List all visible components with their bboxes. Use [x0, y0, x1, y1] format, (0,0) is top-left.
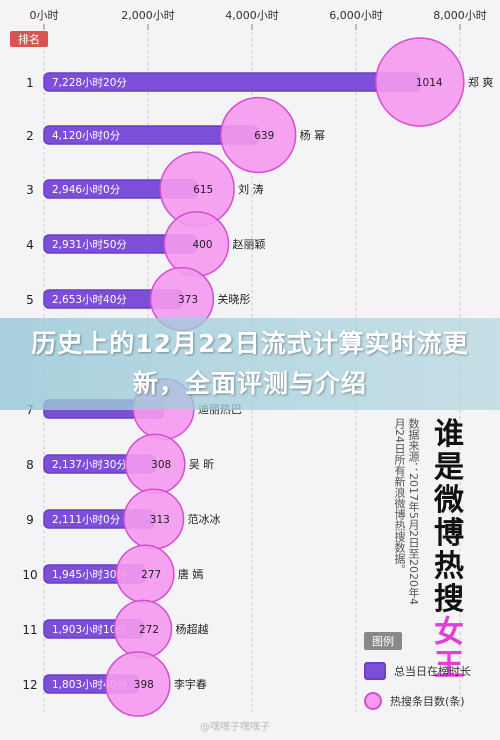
side-title-accent: 女王	[434, 615, 464, 683]
rank-header-bg	[10, 31, 48, 47]
rank-label: 8	[26, 458, 34, 472]
x-tick-label: 4,000小时	[225, 9, 279, 22]
name-label: 李宇春	[174, 677, 207, 691]
legend-item-count: 热搜条目数(条)	[364, 692, 494, 710]
name-label: 刘 涛	[238, 182, 263, 196]
rank-label: 2	[26, 129, 34, 143]
rank-label: 10	[22, 568, 37, 582]
legend-label-count: 热搜条目数(条)	[390, 695, 465, 708]
name-label: 杨超越	[176, 622, 209, 636]
legend-bar-swatch	[364, 662, 386, 680]
side-title-main: 谁是微博热搜	[434, 417, 464, 617]
bar-value-label: 2,137小时30分	[52, 459, 127, 471]
bar-value-label: 2,946小时0分	[52, 184, 121, 196]
bar-value-label: 4,120小时0分	[52, 130, 121, 142]
watermark: @嘿嘿子嘿嘿子	[200, 722, 270, 733]
rank-header: 排名	[18, 32, 40, 46]
count-label: 373	[178, 294, 198, 306]
count-label: 398	[134, 679, 154, 691]
rank-label: 3	[26, 183, 34, 197]
name-label: 关晓彤	[217, 292, 250, 306]
rank-label: 5	[26, 293, 34, 307]
count-label: 615	[193, 184, 213, 196]
name-label: 范冰冰	[188, 512, 221, 526]
name-label: 郑 爽	[468, 75, 494, 89]
rank-label: 1	[26, 76, 34, 90]
banner-title: 历史上的12月22日流式计算实时流更新，全面评测与介绍	[31, 329, 469, 398]
rank-label: 12	[22, 678, 37, 692]
count-label: 639	[254, 130, 274, 142]
bar-value-label: 1,945小时30分	[52, 569, 127, 581]
bar-value-label: 2,931小时50分	[52, 239, 127, 251]
rank-label: 7	[26, 403, 34, 417]
count-label: 277	[141, 569, 161, 581]
rank-label: 9	[26, 513, 34, 527]
x-tick-label: 8,000小时	[433, 9, 487, 22]
name-label: 吴 昕	[189, 458, 215, 471]
legend-title: 图例	[364, 632, 402, 650]
name-label: 赵丽颖	[233, 237, 266, 251]
legend-item-duration: 总当日在榜时长	[364, 662, 494, 680]
name-label: 杨 幂	[300, 128, 326, 142]
side-title: 谁是微博热搜女王	[428, 418, 470, 682]
count-circle	[220, 96, 297, 174]
rank-label: 4	[26, 238, 34, 252]
count-circle	[104, 651, 171, 717]
x-tick-label: 0小时	[30, 9, 59, 22]
legend-circle-swatch	[364, 692, 382, 710]
count-label: 313	[150, 514, 170, 526]
x-tick-label: 6,000小时	[329, 9, 383, 22]
source-note: 数据来源：2017年5月2日至2020年4月24日所有新浪微博热搜数据。	[393, 418, 420, 605]
count-label: 1014	[416, 77, 443, 89]
x-tick-label: 2,000小时	[121, 9, 175, 22]
legend: 图例 总当日在榜时长 热搜条目数(条)	[364, 630, 494, 710]
bar-value-label: 2,653小时40分	[52, 294, 127, 306]
rank-label: 11	[22, 623, 37, 637]
title-banner: 历史上的12月22日流式计算实时流更新，全面评测与介绍	[0, 318, 500, 410]
legend-label-duration: 总当日在榜时长	[394, 665, 471, 678]
bar-value-label: 2,111小时0分	[52, 514, 121, 526]
name-label: 唐 嫣	[178, 567, 204, 581]
bar-value-label: 1,903小时10分	[52, 624, 127, 636]
bar-value-label: 7,228小时20分	[52, 77, 127, 89]
count-label: 272	[139, 624, 159, 636]
count-label: 308	[151, 459, 171, 471]
count-circle	[375, 37, 465, 127]
count-label: 400	[192, 239, 212, 251]
